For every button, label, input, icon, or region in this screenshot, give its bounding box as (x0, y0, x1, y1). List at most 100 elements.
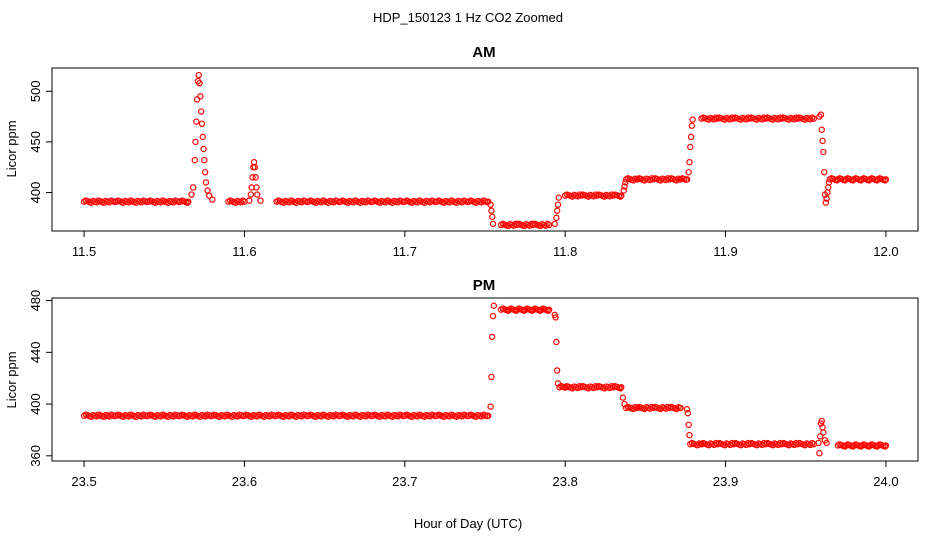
pm-ylabel: Licor ppm (4, 351, 19, 408)
am-data-point (551, 220, 558, 228)
am-data-point (819, 137, 826, 145)
am-ytick-label: 400 (28, 182, 43, 204)
am-data-point (489, 213, 496, 221)
pm-data-point (881, 443, 889, 450)
am-data-point (254, 191, 261, 198)
am-data-point (253, 184, 260, 191)
pm-data-point (489, 333, 496, 341)
am-ylabel: Licor ppm (4, 120, 19, 177)
am-plot-frame (51, 67, 919, 232)
am-data-point (688, 122, 696, 129)
pm-series (80, 302, 890, 457)
am-data-point (247, 191, 255, 198)
am-data-point (252, 174, 259, 181)
am-data-point (488, 207, 495, 214)
pm-data-point (685, 421, 692, 428)
am-data-point (542, 222, 549, 229)
am-data-point (545, 221, 553, 229)
pm-data-point (686, 431, 693, 439)
pm-data-point (489, 312, 497, 320)
am-data-point (200, 145, 207, 153)
am-data-point (201, 169, 209, 176)
pm-xtick-label: 24.0 (873, 474, 898, 489)
am-data-point (882, 176, 890, 183)
pm-ytick-label: 440 (28, 341, 43, 363)
pm-data-point (677, 404, 684, 412)
am-data-point (553, 214, 560, 222)
pm-ytick-label: 480 (28, 290, 43, 312)
am-data-point (189, 184, 197, 191)
am-data-point (198, 120, 206, 127)
pm-data-point (815, 439, 822, 447)
am-panel-title: AM (472, 44, 495, 61)
am-data-point (553, 207, 561, 214)
am-data-point (237, 199, 245, 206)
pm-data-point (545, 307, 552, 314)
am-data-point (191, 156, 198, 164)
am-data-point (202, 179, 210, 186)
am-axes: 11.5 11.6 11.7 11.8 11.9 12.0 400 450 500 (28, 80, 899, 259)
am-data-point (824, 184, 832, 191)
am-xtick-label: 12.0 (873, 244, 898, 259)
am-data-point (820, 148, 827, 156)
pm-data-point (619, 394, 627, 401)
pm-panel-title: PM (473, 277, 496, 294)
am-data-point (686, 158, 693, 166)
am-data-point (251, 164, 259, 171)
am-xtick-label: 11.6 (232, 244, 256, 259)
am-data-point (687, 133, 695, 141)
pm-data-point (816, 433, 824, 440)
figure-title: HDP_150123 1 Hz CO2 Zoomed (373, 10, 563, 25)
am-data-point (822, 199, 829, 206)
am-data-point (257, 197, 264, 204)
pm-data-point (552, 314, 559, 321)
am-data-point (818, 126, 825, 133)
pm-xtick-label: 23.7 (392, 474, 417, 489)
am-data-point (196, 79, 203, 87)
am-data-point (195, 71, 202, 79)
am-data-point (193, 96, 201, 103)
am-data-point (621, 183, 628, 190)
am-data-point (487, 201, 494, 208)
am-data-point (673, 177, 680, 184)
am-data-point (620, 187, 627, 194)
pm-xtick-label: 23.8 (553, 474, 578, 489)
am-data-point (554, 201, 562, 208)
pm-data-point (630, 405, 637, 413)
pm-ytick-label: 360 (28, 445, 43, 467)
am-ytick-label: 500 (28, 80, 43, 102)
pm-data-point (807, 441, 814, 449)
am-data-point (807, 116, 814, 123)
pm-data-point (673, 405, 680, 413)
am-data-point (197, 93, 204, 100)
am-data-point (201, 156, 208, 164)
am-data-point (685, 169, 692, 176)
pm-data-point (487, 403, 494, 410)
pm-data-point (694, 442, 701, 449)
am-xtick-label: 11.9 (713, 244, 737, 259)
figure-xlabel: Hour of Day (UTC) (414, 516, 522, 531)
pm-data-point (617, 385, 624, 392)
am-data-point (184, 199, 191, 206)
am-data-point (689, 116, 696, 123)
am-data-point (683, 176, 691, 183)
am-data-point (250, 158, 258, 166)
am-xtick-label: 11.5 (72, 244, 96, 259)
pm-data-point (823, 439, 830, 447)
pm-data-point (684, 409, 692, 417)
pm-xtick-label: 23.5 (71, 474, 96, 489)
pm-axes: 23.5 23.6 23.7 23.8 23.9 24.0 360 400 440 480 (28, 290, 899, 489)
am-data-point (209, 196, 216, 203)
am-data-point (192, 138, 199, 146)
pm-data-point (818, 417, 825, 425)
pm-xtick-label: 23.9 (713, 474, 738, 489)
am-data-point (188, 191, 195, 198)
am-series (80, 71, 890, 230)
pm-data-point (683, 406, 691, 413)
am-data-point (820, 169, 828, 176)
am-data-point (823, 195, 830, 202)
am-data-point (205, 192, 213, 199)
am-data-point (881, 177, 889, 184)
